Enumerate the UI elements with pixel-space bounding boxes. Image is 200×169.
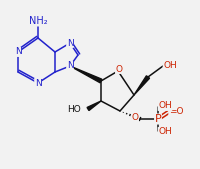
- Text: NH₂: NH₂: [29, 16, 47, 26]
- Text: N: N: [67, 39, 73, 47]
- Text: P: P: [155, 114, 161, 124]
- Text: N: N: [67, 62, 73, 70]
- Text: HO: HO: [67, 105, 81, 115]
- Text: N: N: [15, 47, 21, 56]
- Text: O: O: [132, 113, 138, 122]
- Text: N: N: [35, 78, 41, 88]
- Text: OH: OH: [158, 127, 172, 137]
- Polygon shape: [70, 66, 102, 83]
- Polygon shape: [134, 76, 150, 95]
- Text: =O: =O: [169, 106, 183, 115]
- Polygon shape: [87, 101, 101, 111]
- Text: O: O: [116, 65, 122, 74]
- Text: OH: OH: [158, 102, 172, 111]
- Text: OH: OH: [163, 61, 177, 69]
